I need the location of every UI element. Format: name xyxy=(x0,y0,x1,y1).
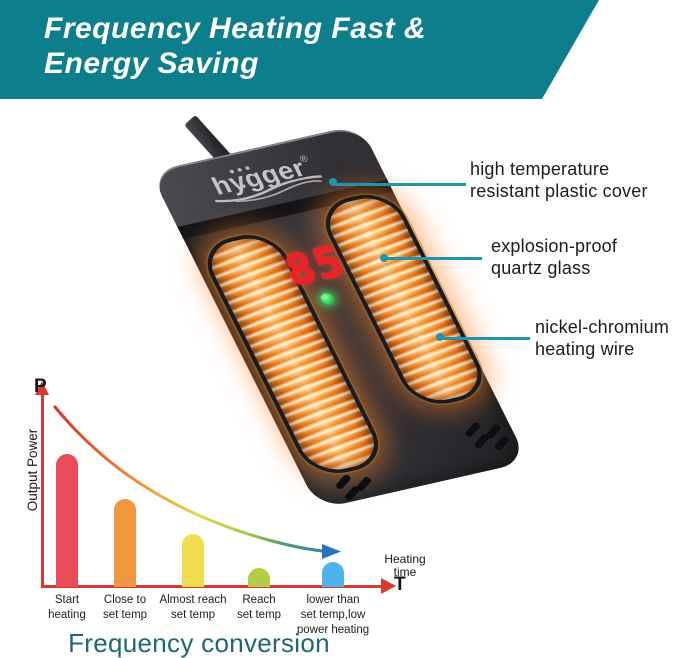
x-axis-title: Heating time xyxy=(370,553,440,579)
y-axis-arrow xyxy=(35,381,49,395)
chart-bar-reach-set-temp xyxy=(248,568,270,587)
leader-dot xyxy=(329,178,337,186)
callout-text-line: resistant plastic cover xyxy=(470,180,648,201)
power-decay-curve xyxy=(53,405,341,559)
x-axis xyxy=(41,585,383,588)
chart-bar-low-power-heating xyxy=(322,562,344,587)
leader-dot xyxy=(380,254,388,262)
callout-text-line: high temperature xyxy=(470,159,610,179)
chart-bar-almost-reach-set-temp xyxy=(182,534,204,587)
callout-text-line: heating wire xyxy=(535,338,635,359)
x-axis-title-line: Heating xyxy=(384,552,426,566)
chart-title: Frequency conversion xyxy=(68,628,330,658)
chart-bar-close-to-set-temp xyxy=(114,499,136,587)
y-axis-letter: P xyxy=(34,376,47,397)
chart-bar-start-heating xyxy=(56,454,78,587)
vent-slot xyxy=(343,485,361,502)
vent-slot xyxy=(493,434,511,452)
bar-label: Close to set temp xyxy=(102,594,148,621)
x-axis-title-line: time xyxy=(393,565,417,579)
status-led xyxy=(318,291,337,306)
banner-title-line1: Frequency Heating Fast & xyxy=(44,12,427,45)
callout-text-line: explosion-proof xyxy=(491,236,618,256)
bar-label: lower than set temp,low power heating xyxy=(296,594,370,636)
leader-line xyxy=(335,183,466,186)
bar-label: Reach set temp xyxy=(236,594,282,621)
vent-slot xyxy=(464,421,482,438)
banner: Frequency Heating Fast & Energy Saving xyxy=(0,0,599,99)
logo-swoosh-icon xyxy=(215,175,322,203)
x-axis-arrow xyxy=(381,578,396,594)
x-axis-letter: T xyxy=(394,574,406,595)
brand-logo: hygger® xyxy=(193,151,337,212)
bar-label: Start heating xyxy=(48,594,86,621)
vent-slot xyxy=(472,432,491,450)
curve-arrowhead xyxy=(322,544,341,559)
frequency-conversion-chart: P T Output Power Heating time Start heati… xyxy=(0,375,440,658)
heater-device: hygger® 85 xyxy=(150,124,529,510)
callout-text-line: quartz glass xyxy=(491,257,591,278)
leader-dot xyxy=(436,333,444,341)
leader-line xyxy=(442,337,530,340)
y-axis-title: Output Power xyxy=(25,428,40,512)
leader-line xyxy=(386,257,482,260)
banner-title: Frequency Heating Fast & Energy Saving xyxy=(44,11,426,81)
callout-text-line: nickel-chromium xyxy=(535,317,670,337)
banner-title-line2: Energy Saving xyxy=(44,47,259,80)
bar-label: Almost reach set temp xyxy=(159,594,227,621)
y-axis xyxy=(41,393,44,588)
vent-slot xyxy=(334,473,352,491)
